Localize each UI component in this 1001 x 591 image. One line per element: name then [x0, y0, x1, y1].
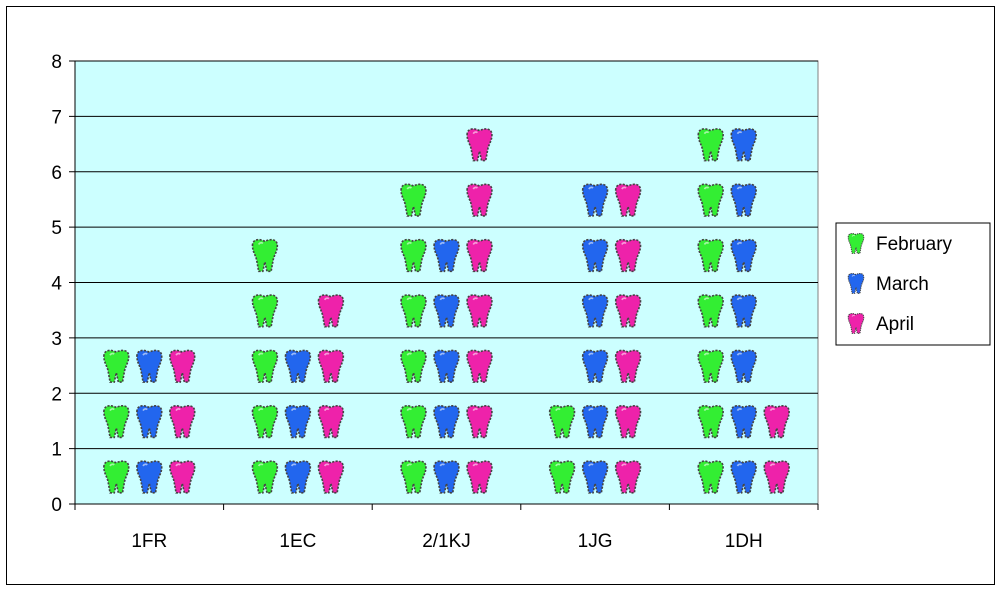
- y-tick-label: 2: [51, 384, 62, 405]
- legend: February March April: [835, 222, 991, 346]
- x-tick-label: 1DH: [725, 531, 763, 552]
- y-tick-label: 4: [51, 274, 62, 295]
- legend-label: March: [876, 274, 929, 295]
- x-tick-label: 1JG: [578, 531, 613, 552]
- tick-labels: 0 1 2 3 4 5 6 7 8 1FR 1EC 2/1KJ 1JG 1DH: [51, 52, 762, 552]
- y-tick-label: 7: [51, 107, 62, 128]
- x-tick-label: 2/1KJ: [422, 531, 471, 552]
- y-tick-label: 3: [51, 329, 62, 350]
- y-tick-label: 6: [51, 163, 62, 184]
- y-tick-label: 0: [51, 495, 62, 516]
- axes: [69, 60, 819, 510]
- x-tick-label: 1EC: [279, 531, 316, 552]
- y-tick-label: 1: [51, 440, 62, 461]
- x-tick-label: 1FR: [131, 531, 167, 552]
- gridlines: [75, 60, 818, 450]
- legend-label: February: [876, 234, 953, 255]
- legend-label: April: [876, 314, 914, 335]
- y-tick-label: 8: [51, 52, 62, 73]
- y-tick-label: 5: [51, 218, 62, 239]
